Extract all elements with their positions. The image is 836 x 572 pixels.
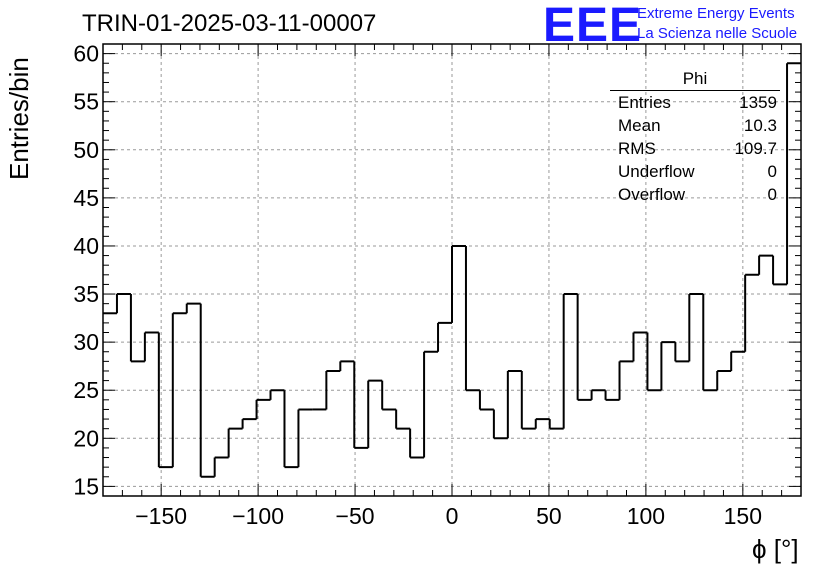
histogram-bin (199, 303, 215, 478)
y-axis-label: Entries/bin (4, 57, 34, 180)
histogram-bin (772, 255, 788, 286)
histogram-bin (297, 408, 313, 468)
logo-line-1: Extreme Energy Events (637, 5, 795, 22)
stats-row-mean: Mean 10.3 (610, 114, 780, 137)
stats-value: 1359 (739, 93, 777, 112)
histogram-bin (451, 244, 466, 323)
y-tick-label: 15 (73, 473, 99, 499)
histogram-bin (758, 254, 774, 275)
histogram-bin (171, 312, 187, 468)
histogram-bin (464, 245, 480, 392)
histogram-bin (534, 418, 550, 429)
histogram-bin (143, 331, 159, 362)
histogram-bin (730, 350, 746, 371)
histogram-bin (576, 294, 592, 401)
tick-labels: −150 −100 −50 0 50 100 150 15 20 25 30 35 40 45 50 55 60 (73, 41, 762, 529)
histogram-bin (241, 418, 257, 429)
stats-row-overflow: Overflow 0 (610, 183, 780, 206)
histogram-bin (227, 427, 243, 458)
histogram-bin (716, 369, 732, 391)
histogram-bin (520, 370, 536, 430)
x-tick-label: 100 (627, 503, 665, 529)
histogram-bin (492, 409, 508, 440)
histogram-bin (478, 390, 494, 411)
x-tick-label: −150 (135, 503, 187, 529)
stats-value: 109.7 (734, 139, 777, 158)
histogram-bin (381, 380, 397, 411)
histogram-bin (786, 62, 801, 285)
y-tick-label: 20 (73, 425, 99, 451)
histogram-bin (646, 332, 662, 392)
x-tick-label: −100 (232, 503, 284, 529)
x-axis-label: ϕ [°] (752, 534, 799, 564)
x-tick-label: 150 (724, 503, 762, 529)
histogram-bin (213, 456, 229, 477)
histogram-bin (325, 369, 341, 410)
histogram-bin (618, 360, 634, 400)
y-tick-label: 30 (73, 329, 99, 355)
histogram-bin (702, 294, 718, 392)
histogram-bin (409, 428, 425, 459)
stats-label: Mean (618, 116, 661, 135)
histogram-bin (562, 293, 578, 429)
y-tick-label: 55 (73, 89, 99, 115)
histogram-bin (744, 273, 760, 352)
histogram-bin (353, 361, 369, 449)
y-tick-label: 25 (73, 377, 99, 403)
axes (102, 43, 802, 497)
x-tick-label: −50 (336, 503, 375, 529)
histogram-bin (269, 389, 285, 400)
chart-title: TRIN-01-2025-03-11-00007 (82, 10, 377, 37)
histogram-bin (423, 350, 439, 458)
histogram-bin (339, 360, 355, 371)
histogram-bin (688, 293, 704, 362)
histogram-bin (590, 389, 606, 400)
stats-row-underflow: Underflow 0 (610, 160, 780, 183)
stats-label: Overflow (618, 185, 686, 204)
histogram-bin (255, 398, 271, 420)
histogram-bin (548, 419, 564, 430)
x-tick-label: 0 (446, 503, 459, 529)
histogram-bin (185, 302, 201, 314)
histogram-bin (604, 390, 620, 401)
histogram-bin (129, 294, 145, 363)
histogram-bin (632, 331, 648, 362)
histogram-bin (506, 369, 522, 439)
histogram-bin (283, 390, 299, 469)
stats-row-rms: RMS 109.7 (610, 137, 780, 160)
y-tick-label: 50 (73, 137, 99, 163)
x-tick-label: 50 (536, 503, 562, 529)
histogram-bin (395, 409, 411, 430)
histogram-bin (115, 293, 131, 314)
y-tick-label: 35 (73, 281, 99, 307)
logo-caption: Extreme Energy Events La Scienza nelle S… (637, 4, 797, 44)
histogram-bin (157, 332, 173, 469)
eee-logo: EEE (543, 0, 643, 52)
y-tick-label: 40 (73, 233, 99, 259)
stats-box: Phi Entries 1359 Mean 10.3 RMS 109.7 Und… (610, 68, 780, 206)
y-tick-label: 45 (73, 185, 99, 211)
histogram-bin (367, 379, 383, 448)
stats-label: Entries (618, 93, 671, 112)
histogram-bin (660, 341, 676, 391)
histogram-bin (437, 321, 452, 352)
stats-label: RMS (618, 139, 656, 158)
stats-value: 10.3 (743, 116, 777, 135)
histogram-bin (674, 342, 690, 363)
y-tick-label: 60 (73, 41, 99, 67)
stats-row-entries: Entries 1359 (610, 91, 780, 114)
histogram-series (103, 62, 801, 478)
stats-label: Underflow (618, 162, 695, 181)
logo-line-2: La Scienza nelle Scuole (637, 25, 798, 42)
stats-value: 0 (767, 162, 777, 181)
stats-value: 0 (767, 185, 777, 204)
stats-title: Phi (610, 68, 780, 91)
